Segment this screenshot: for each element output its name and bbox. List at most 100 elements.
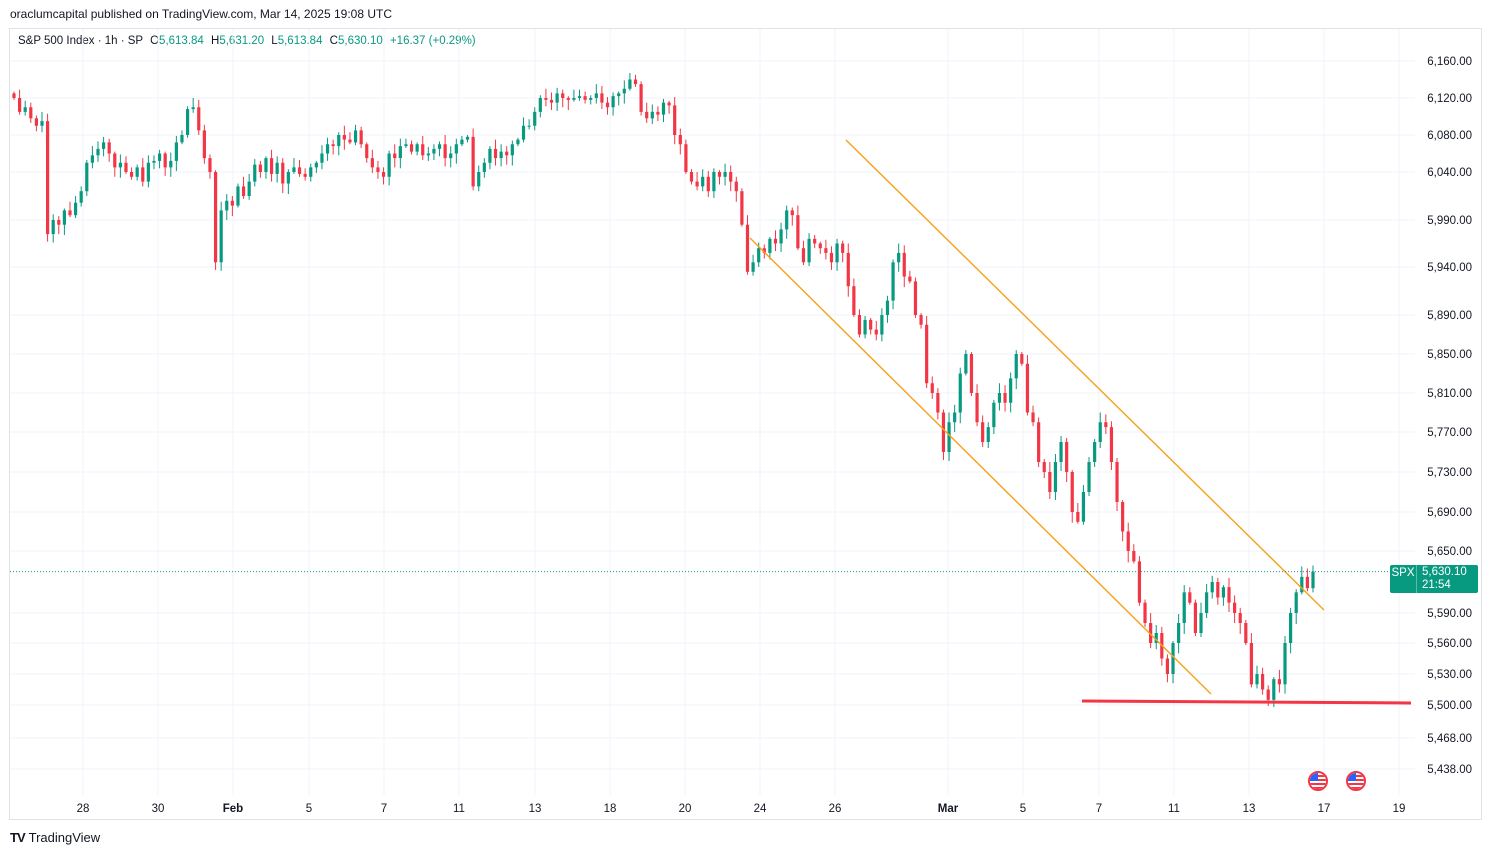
tradingview-brand[interactable]: TV TradingView (10, 830, 100, 845)
candle-body (281, 162, 285, 184)
candle-body (510, 144, 514, 156)
candle-body (1177, 623, 1181, 643)
candle-body (264, 158, 268, 172)
x-tick-label: Feb (223, 803, 243, 815)
badge-price: 5,630.10 (1422, 566, 1467, 578)
candle-body (432, 148, 436, 154)
y-tick-label: 5,590.00 (1427, 608, 1472, 620)
candle-body (1305, 576, 1310, 589)
last-price-badge: SPX 5,630.10 21:54 (1390, 565, 1478, 593)
candle-body (594, 93, 598, 98)
candle-body (1014, 354, 1018, 379)
candle-body (734, 181, 738, 192)
x-tick-label: 26 (829, 803, 842, 815)
candle-body (365, 144, 369, 159)
candle-body (241, 186, 246, 196)
candle-body (85, 162, 89, 192)
candle-body (1255, 674, 1259, 685)
candle-body (68, 210, 72, 216)
candle-body (493, 148, 498, 159)
candle-body (953, 412, 957, 423)
candle-body (1216, 582, 1220, 598)
x-tick-label: 28 (77, 803, 90, 815)
candle-body (902, 252, 906, 277)
candle-body (1199, 613, 1203, 633)
candle-body (1126, 531, 1130, 551)
candle-body (45, 121, 50, 235)
candle-body (359, 130, 363, 145)
y-tick-label: 6,160.00 (1427, 56, 1472, 68)
candle-body (208, 158, 212, 172)
candle-body (1143, 602, 1147, 623)
candle-body (482, 162, 486, 172)
candle-body (1149, 623, 1153, 643)
low-label: L (271, 35, 278, 47)
candle-body (426, 153, 430, 156)
x-tick-label: 30 (152, 803, 165, 815)
y-tick-label: 5,940.00 (1427, 262, 1472, 274)
candle-body (869, 319, 873, 330)
low-value: 5,613.84 (277, 35, 323, 47)
candle-body (1266, 689, 1270, 700)
candle-body (152, 160, 156, 163)
candle-body (611, 96, 615, 108)
candle-body (773, 238, 778, 244)
candle-body (1121, 502, 1125, 532)
candle-body (723, 172, 727, 177)
x-tick-label: 13 (1243, 803, 1256, 815)
candle-body (387, 153, 391, 177)
candle-body (1238, 613, 1242, 623)
high-value: 5,631.20 (219, 35, 265, 47)
candle-body (577, 96, 582, 98)
candle-body (947, 422, 951, 452)
candle-body (381, 172, 386, 177)
candle-body (1053, 462, 1058, 492)
candle-body (1205, 592, 1209, 613)
candle-body (897, 252, 901, 263)
candle-body (919, 315, 923, 325)
y-tick-label: 5,770.00 (1427, 427, 1472, 439)
candle-body (605, 102, 610, 108)
y-tick-label: 5,560.00 (1427, 638, 1472, 650)
candle-body (885, 300, 890, 315)
candle-body (975, 393, 979, 423)
candle-body (740, 191, 744, 225)
candle-body (1104, 422, 1108, 428)
candle-body (101, 142, 106, 149)
candle-body (1081, 492, 1086, 522)
candle-body (678, 135, 682, 145)
candle-body (633, 79, 638, 85)
x-tick-label: 5 (1020, 803, 1026, 815)
candle-body (197, 107, 201, 131)
candle-body (729, 172, 733, 182)
candle-body (908, 276, 912, 282)
candle-body (1109, 427, 1114, 462)
close-label: C (329, 35, 338, 47)
candle-body (409, 144, 414, 152)
candle-body (73, 202, 78, 216)
candle-body (1065, 442, 1069, 472)
candle-body (1031, 412, 1035, 423)
candle-body (124, 162, 128, 172)
candle-body (969, 354, 974, 393)
candle-body (297, 167, 302, 174)
y-tick-label: 5,850.00 (1427, 349, 1472, 361)
candle-body (1093, 442, 1097, 462)
candle-body (566, 98, 570, 100)
candle-body (835, 243, 839, 263)
candle-body (1283, 643, 1287, 685)
candle-body (639, 84, 643, 112)
candle-body (17, 98, 22, 112)
candle-body (219, 210, 223, 263)
candle-body (986, 427, 990, 442)
candle-body (628, 79, 632, 89)
us-flag-event-icon[interactable] (1308, 771, 1328, 791)
candle-body (404, 144, 408, 147)
candle-body (561, 93, 565, 98)
us-flag-event-icon[interactable] (1346, 771, 1366, 791)
x-tick-label: 7 (1096, 803, 1102, 815)
candle-body (421, 144, 425, 156)
candle-body (768, 238, 772, 253)
candle-body (1182, 592, 1186, 623)
